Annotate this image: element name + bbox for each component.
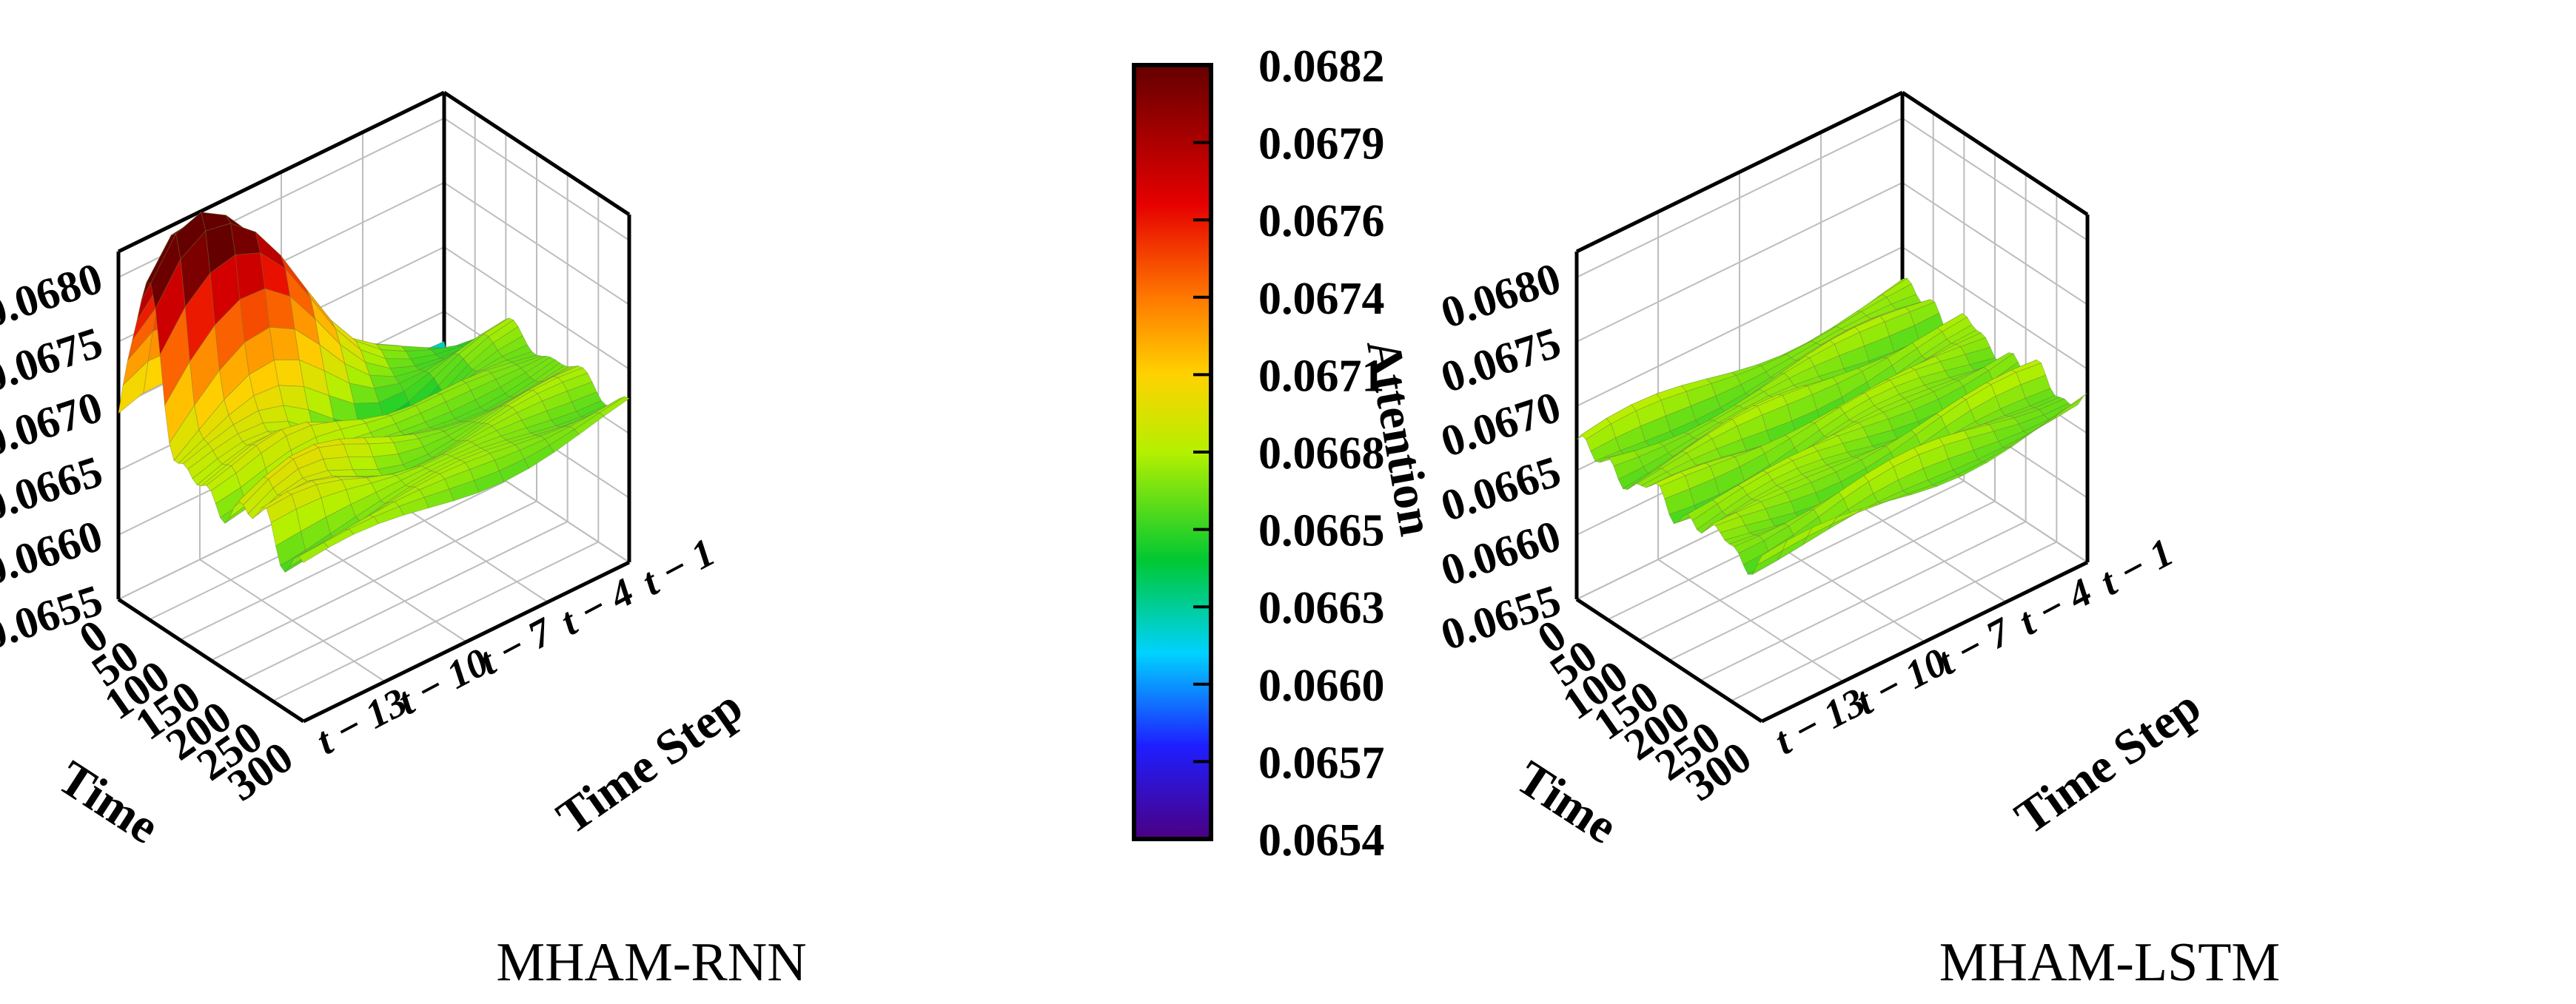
x-axis-label: Time — [1507, 750, 1627, 854]
colorbar-tick-label: 0.0676 — [1258, 196, 1385, 246]
colorbar-tick-label: 0.0657 — [1258, 738, 1385, 788]
surface-patch — [347, 456, 379, 471]
surface-patch — [1856, 501, 1888, 513]
surface-patch — [2057, 392, 2088, 415]
surface-patch — [326, 469, 358, 477]
surface-patch — [1882, 493, 1913, 504]
surface-patch — [298, 542, 329, 563]
surface-patch — [1956, 462, 1989, 476]
surface-patch — [348, 516, 380, 535]
colorbar-tick-label: 0.0660 — [1258, 661, 1385, 711]
panel-caption: MHAM-RNN — [496, 932, 806, 993]
y-axis-label: Time Step — [2005, 679, 2210, 845]
panel-mham-rnn: 0.06550.06600.06650.06700.06750.06800501… — [0, 90, 807, 993]
surface-patch — [1831, 508, 1862, 525]
panel-mham-lstm: 0.06550.06600.06650.06700.06750.06800501… — [1356, 90, 2280, 993]
surface-patch — [1806, 516, 1838, 538]
colorbar-tick-label: 0.0668 — [1258, 428, 1385, 479]
surface-patch — [474, 470, 505, 493]
surface-patch — [449, 480, 480, 502]
colorbar-tick-label: 0.0682 — [1258, 41, 1385, 92]
attention-surface — [118, 212, 630, 573]
surface-patch — [1756, 539, 1788, 566]
surface-patch — [343, 443, 374, 457]
colorbar-tick-label: 0.0663 — [1258, 583, 1385, 633]
y-tick-label: t − 4 — [2011, 570, 2099, 644]
surface-patch — [1981, 446, 2013, 463]
colorbar: 0.0682 0.0679 0.0676 0.0674 0.0671 0.0668 0.06… — [1132, 41, 1385, 866]
colorbar-tick-label: 0.0654 — [1258, 815, 1385, 866]
attention-surface — [1576, 277, 2088, 576]
y-tick-label: t − 1 — [2093, 530, 2180, 604]
surface-patch — [574, 412, 605, 435]
surface-patch — [322, 456, 354, 471]
surface-patch — [230, 223, 261, 255]
surface-patch — [549, 428, 580, 453]
surface-patch — [423, 488, 455, 508]
y-axis-label: Time Step — [547, 679, 752, 845]
colorbar-tick-label: 0.0674 — [1258, 274, 1385, 324]
surface-patch — [352, 469, 383, 477]
x-axis-label: Time — [49, 750, 169, 854]
panel-caption: MHAM-LSTM — [1939, 932, 2280, 993]
surface-patch — [499, 459, 530, 482]
surface-patch — [1931, 474, 1964, 487]
colorbar-tick-label: 0.0671 — [1258, 351, 1385, 401]
surface-patch — [398, 496, 429, 516]
y-tick-label: t − 1 — [634, 530, 722, 604]
surface-patch — [273, 360, 304, 387]
surface-patch — [380, 349, 412, 360]
colorbar-tick-label: 0.0665 — [1258, 506, 1385, 556]
surface-patch — [1781, 527, 1813, 552]
surface-patch — [269, 326, 300, 361]
y-tick-label: t − 4 — [553, 570, 640, 644]
colorbar-tick-label: 0.0679 — [1258, 119, 1385, 169]
surface-patch — [338, 437, 369, 445]
surface-patch — [523, 445, 555, 469]
